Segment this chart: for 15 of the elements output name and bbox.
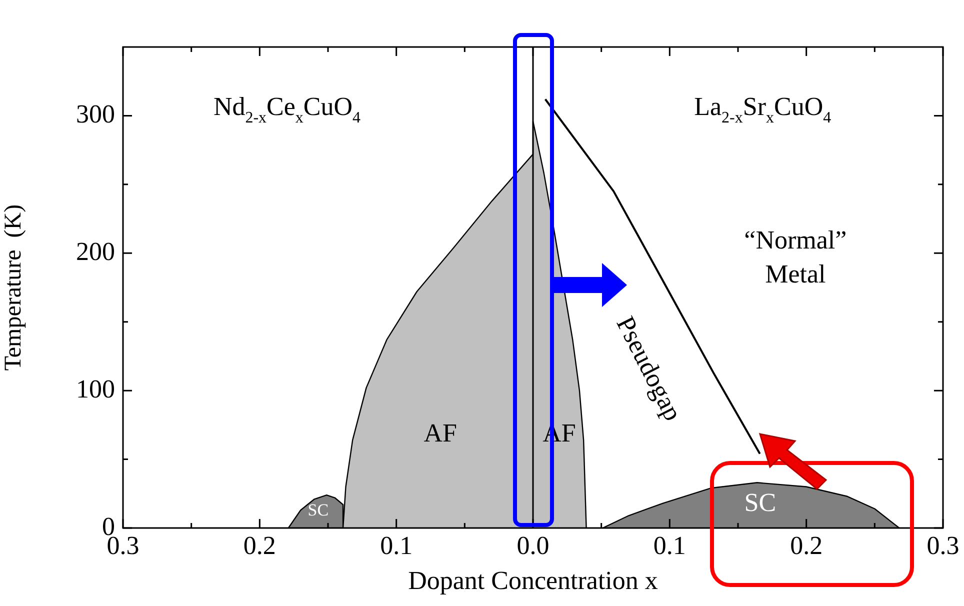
y-tick-label: 200 xyxy=(76,236,115,266)
annotation: “Normal” Metal xyxy=(744,225,847,288)
x-tick-label: 0.1 xyxy=(653,530,686,560)
y-tick-label: 100 xyxy=(76,374,115,404)
annotation: SC xyxy=(308,500,329,520)
x-tick-label: 0.1 xyxy=(380,530,413,560)
y-axis-title: Temperature (K) xyxy=(0,204,27,371)
x-tick-label: 0.0 xyxy=(516,530,550,560)
x-axis-title: Dopant Concentration x xyxy=(408,566,658,596)
annotation: AF xyxy=(424,418,457,448)
x-tick-label: 0.2 xyxy=(243,530,276,560)
x-tick-label: 0.3 xyxy=(926,530,960,560)
y-tick-label: 300 xyxy=(76,100,115,129)
annotation: SC xyxy=(744,488,776,517)
x-tick-label: 0.2 xyxy=(790,530,823,560)
